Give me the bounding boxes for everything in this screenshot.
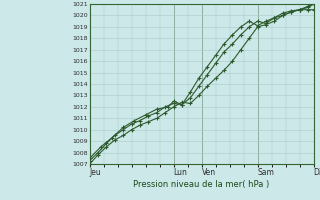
X-axis label: Pression niveau de la mer( hPa ): Pression niveau de la mer( hPa )	[133, 180, 270, 189]
